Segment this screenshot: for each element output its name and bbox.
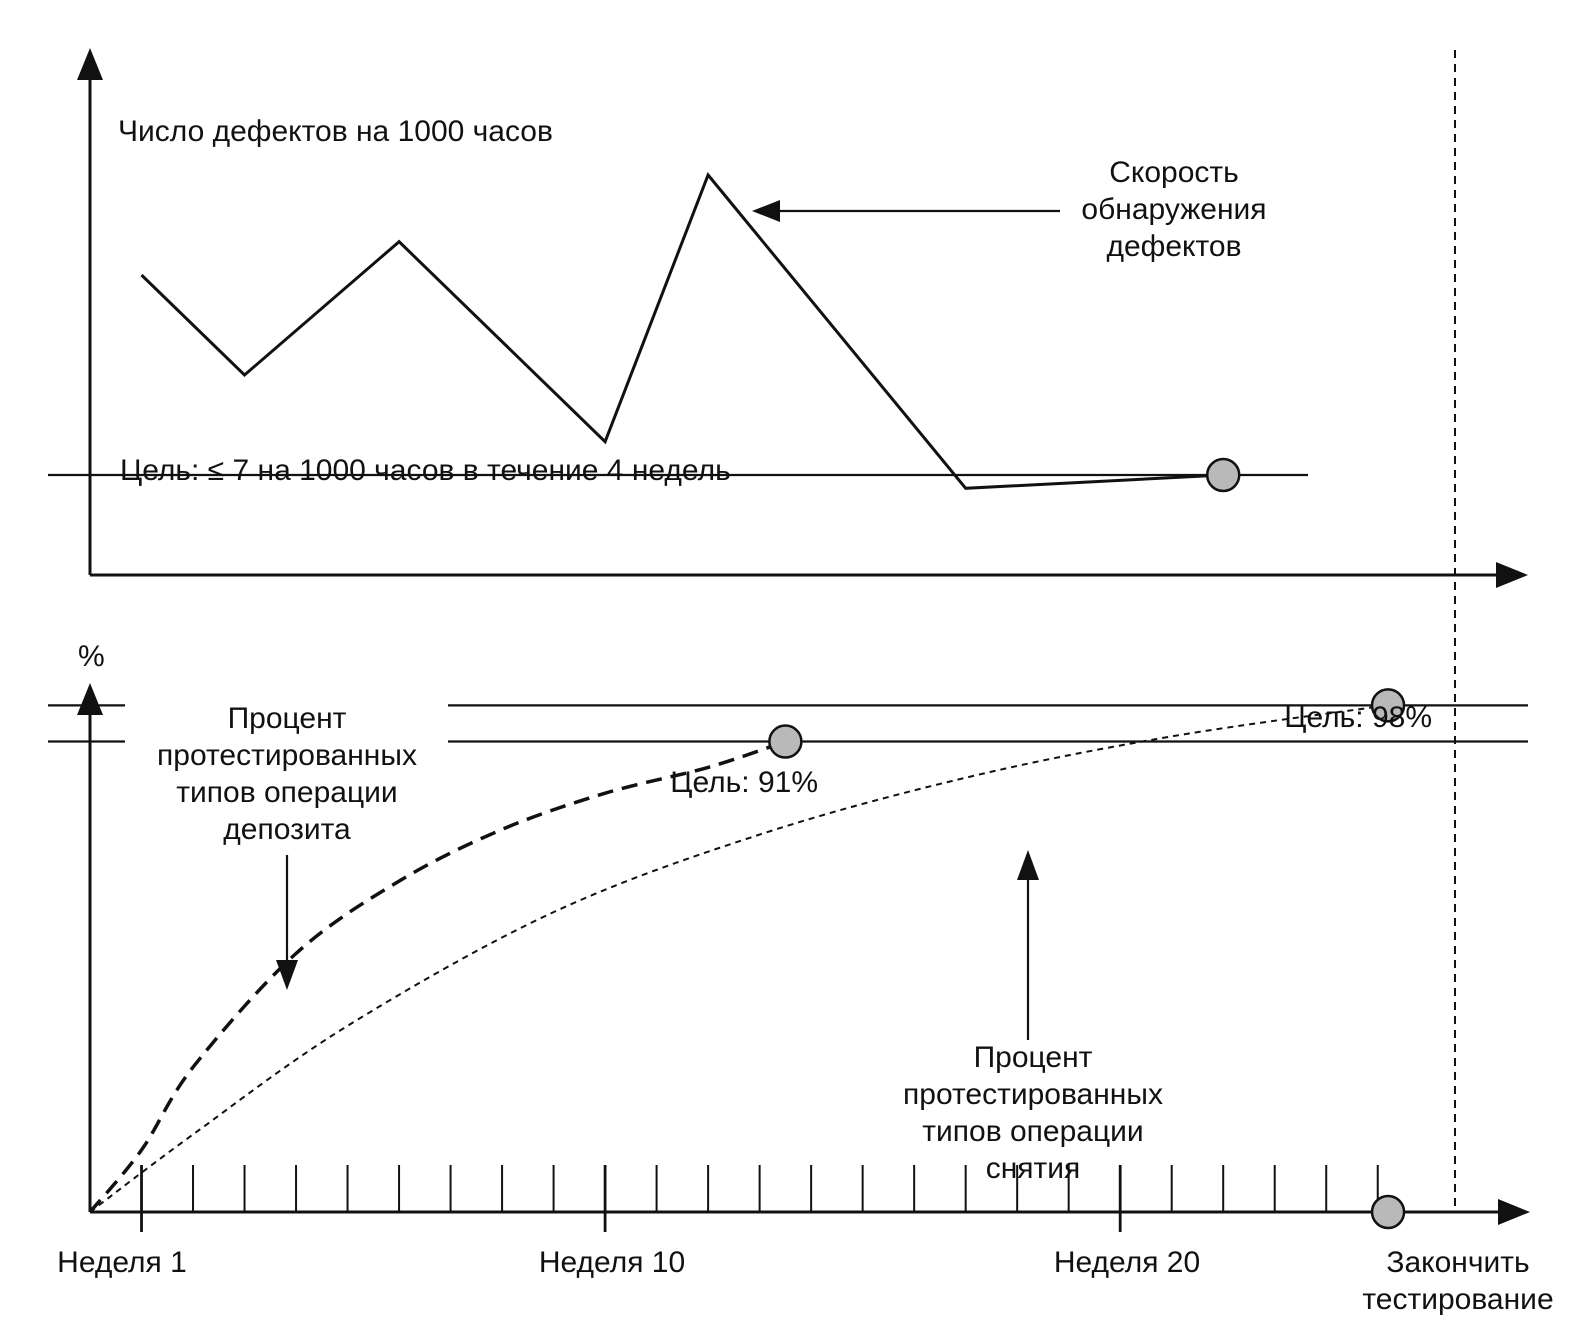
bottom-y-axis-arrow-icon xyxy=(77,683,103,715)
series-line-defect-rate xyxy=(140,172,1224,490)
defect-rate-annotation-line-3: дефектов xyxy=(1106,230,1241,263)
deposit-annotation-line-2: протестированных xyxy=(157,739,417,772)
x-tick-label-finish-line-2: тестирование xyxy=(1362,1283,1553,1316)
top-end-marker xyxy=(1205,457,1241,493)
withdrawal-annotation-arrow-icon xyxy=(1017,850,1039,880)
top-goal-label: Цель: ≤ 7 на 1000 часов в течение 4 неде… xyxy=(120,454,731,487)
defect-rate-annotation-line-1: Скорость xyxy=(1109,156,1239,189)
x-tick-label-week-10: Неделя 10 xyxy=(539,1246,685,1279)
deposit-annotation-line-1: Процент xyxy=(228,702,347,735)
x-tick-label-week-20: Неделя 20 xyxy=(1054,1246,1200,1279)
bottom-chart: % Цель: 91% Цель: 98% Процент протестиро… xyxy=(48,640,1554,1316)
top-y-axis-arrow-icon xyxy=(77,48,103,80)
top-x-axis-arrow-icon xyxy=(1496,562,1528,588)
bottom-x-axis-arrow-icon xyxy=(1498,1199,1530,1225)
top-y-axis-label: Число дефектов на 1000 часов xyxy=(118,115,553,148)
withdrawal-annotation-line-3: типов операции xyxy=(922,1115,1143,1148)
x-tick-label-finish-line-1: Закончить xyxy=(1386,1246,1529,1279)
withdrawal-annotation-line-1: Процент xyxy=(974,1041,1093,1074)
withdrawal-annotation-line-2: протестированных xyxy=(903,1078,1163,1111)
withdrawal-annotation-line-4: снятия xyxy=(986,1152,1081,1185)
series-line-deposit xyxy=(88,739,786,1214)
goal-98-marker xyxy=(1370,688,1406,723)
deposit-annotation-line-4: депозита xyxy=(223,813,351,846)
x-axis-ticks xyxy=(140,1165,1379,1232)
top-chart: Число дефектов на 1000 часов Цель: ≤ 7 н… xyxy=(48,48,1528,588)
bottom-y-axis-label: % xyxy=(78,640,105,673)
goal-91-marker xyxy=(768,724,803,759)
series-line-withdrawal xyxy=(89,704,1389,1213)
deposit-annotation-line-3: типов операции xyxy=(176,776,397,809)
goal-91-label: Цель: 91% xyxy=(670,766,818,799)
finish-testing-marker xyxy=(1370,1194,1406,1230)
defect-rate-annotation-line-2: обнаружения xyxy=(1081,193,1266,226)
deposit-annotation-arrow-icon xyxy=(276,960,298,990)
defect-rate-annotation-arrow-icon xyxy=(752,200,780,222)
goal-98-label: Цель: 98% xyxy=(1284,701,1432,734)
x-tick-label-week-1: Неделя 1 xyxy=(57,1246,187,1279)
